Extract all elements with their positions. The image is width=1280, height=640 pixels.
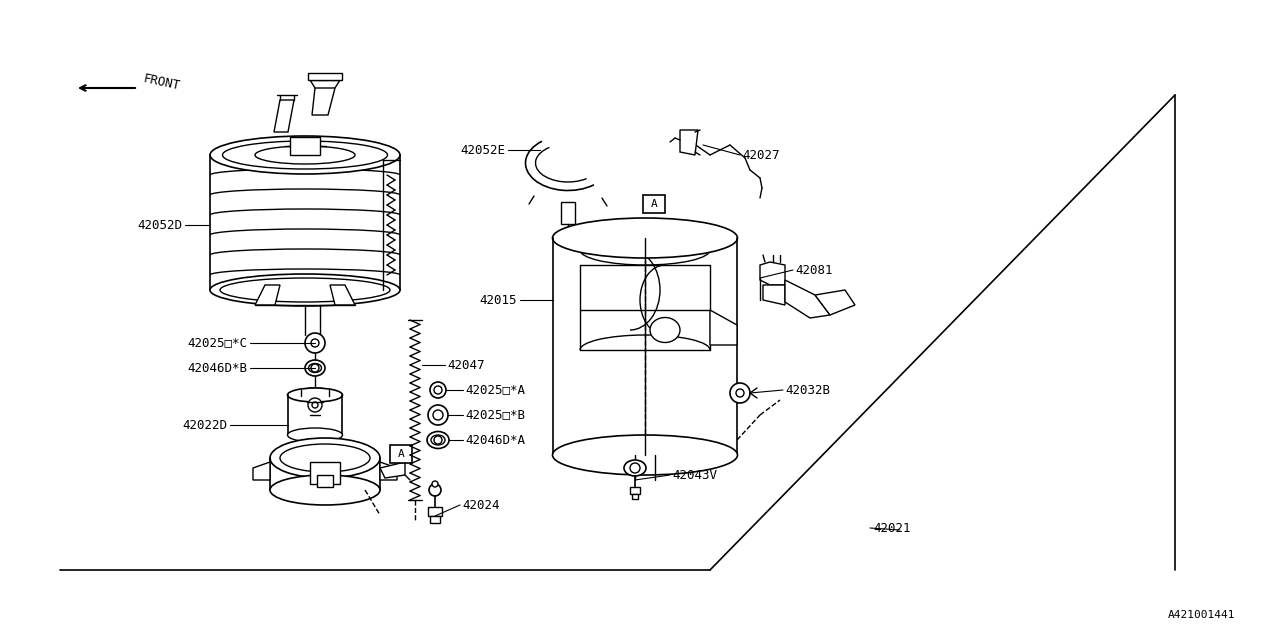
Ellipse shape <box>220 278 390 302</box>
Circle shape <box>730 383 750 403</box>
Ellipse shape <box>288 388 343 402</box>
Ellipse shape <box>255 146 355 164</box>
Circle shape <box>433 410 443 420</box>
Text: A: A <box>398 449 404 459</box>
Ellipse shape <box>625 460 646 476</box>
Text: 42081: 42081 <box>795 264 832 276</box>
Circle shape <box>630 463 640 473</box>
Circle shape <box>311 364 319 372</box>
Bar <box>317 475 333 487</box>
Ellipse shape <box>308 364 321 372</box>
Circle shape <box>311 339 319 347</box>
Ellipse shape <box>280 444 370 472</box>
Text: 42022D: 42022D <box>182 419 227 431</box>
Circle shape <box>308 398 323 412</box>
Polygon shape <box>710 310 737 345</box>
Text: 42046D*A: 42046D*A <box>465 433 525 447</box>
Bar <box>430 516 440 523</box>
Polygon shape <box>380 462 397 480</box>
Polygon shape <box>274 100 294 132</box>
Text: 42025□*A: 42025□*A <box>465 383 525 397</box>
Circle shape <box>433 481 438 487</box>
Bar <box>632 494 637 499</box>
Text: 42052D: 42052D <box>137 218 182 232</box>
Polygon shape <box>312 88 335 115</box>
Ellipse shape <box>270 438 380 478</box>
Polygon shape <box>255 285 280 305</box>
Text: 42025□*C: 42025□*C <box>187 337 247 349</box>
Bar <box>291 137 320 155</box>
Circle shape <box>428 405 448 425</box>
Ellipse shape <box>553 218 737 258</box>
Ellipse shape <box>288 428 343 442</box>
Text: 42052E: 42052E <box>460 143 506 157</box>
Bar <box>428 507 442 516</box>
Ellipse shape <box>223 141 388 169</box>
Circle shape <box>305 333 325 353</box>
Polygon shape <box>253 462 270 480</box>
Ellipse shape <box>210 136 401 174</box>
Polygon shape <box>380 462 404 478</box>
Bar <box>561 202 575 224</box>
Ellipse shape <box>428 431 449 449</box>
Ellipse shape <box>431 435 445 445</box>
Text: 42027: 42027 <box>742 148 780 161</box>
Text: 42021: 42021 <box>873 522 910 534</box>
Polygon shape <box>785 280 829 318</box>
Circle shape <box>429 484 442 496</box>
Ellipse shape <box>305 360 325 376</box>
Text: 42024: 42024 <box>462 499 499 511</box>
Text: 42025□*B: 42025□*B <box>465 408 525 422</box>
Bar <box>390 445 412 463</box>
Circle shape <box>736 389 744 397</box>
Text: FRONT: FRONT <box>142 72 182 92</box>
Polygon shape <box>763 285 785 305</box>
Text: 42032B: 42032B <box>785 383 829 397</box>
Polygon shape <box>760 262 785 285</box>
Ellipse shape <box>553 435 737 475</box>
Polygon shape <box>308 73 342 80</box>
Circle shape <box>312 402 317 408</box>
Text: 42043V: 42043V <box>672 468 717 481</box>
Bar <box>630 487 640 494</box>
Polygon shape <box>330 285 355 305</box>
Text: 42046D*B: 42046D*B <box>187 362 247 374</box>
Bar <box>310 462 340 484</box>
Text: 42047: 42047 <box>447 358 485 371</box>
Polygon shape <box>815 290 855 315</box>
Text: A: A <box>650 199 658 209</box>
Circle shape <box>434 436 442 444</box>
Text: A421001441: A421001441 <box>1167 610 1235 620</box>
Ellipse shape <box>650 317 680 342</box>
Text: 42015: 42015 <box>480 294 517 307</box>
Bar <box>643 195 666 213</box>
Ellipse shape <box>270 475 380 505</box>
Circle shape <box>430 382 445 398</box>
Circle shape <box>434 386 442 394</box>
Ellipse shape <box>210 274 401 306</box>
Polygon shape <box>680 130 698 155</box>
